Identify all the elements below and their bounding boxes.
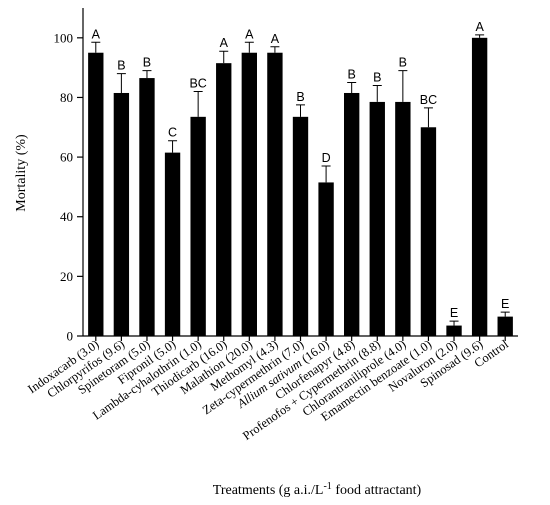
category-labels: Indoxacarb (3.0)Chlorpyrifos (9.6)Spinet… <box>25 337 511 443</box>
significance-letter: E <box>501 297 509 311</box>
bar <box>292 116 309 336</box>
bar <box>420 127 437 336</box>
bar <box>113 92 130 337</box>
x-axis-title: Treatments (g a.i./L-1 food attractant) <box>213 481 422 499</box>
y-tick-label: 60 <box>60 150 73 165</box>
y-axis: 0 20 40 60 80 100 <box>54 8 84 344</box>
error-bar <box>142 70 152 79</box>
significance-letter: B <box>117 59 125 73</box>
significance-letter: BC <box>189 76 206 90</box>
x-axis-title-superscript: -1 <box>323 481 331 492</box>
error-bar <box>270 46 280 53</box>
bar <box>318 182 334 336</box>
y-tick-label: 80 <box>60 90 73 105</box>
x-axis-title-prefix: Treatments (g a.i./L <box>213 483 324 498</box>
significance-letter: C <box>168 126 177 140</box>
bar <box>164 152 181 336</box>
bar <box>139 78 155 336</box>
error-bar <box>475 34 485 38</box>
error-bar <box>398 70 408 102</box>
x-axis-title-suffix: food attractant) <box>332 483 422 498</box>
significance-letter: B <box>373 71 381 85</box>
error-bars <box>91 34 510 326</box>
bar <box>241 52 257 337</box>
bar <box>395 101 411 336</box>
bar <box>471 37 488 337</box>
bar <box>267 52 283 337</box>
y-tick-label: 20 <box>60 269 73 284</box>
y-tick-label: 100 <box>54 30 74 45</box>
y-tick-label: 0 <box>67 329 74 344</box>
error-bar <box>321 165 331 183</box>
significance-letter: B <box>143 56 151 70</box>
bar <box>369 101 385 336</box>
bar <box>497 316 513 336</box>
error-bar <box>423 107 433 128</box>
bar <box>446 325 462 336</box>
error-bar <box>219 50 229 64</box>
x-axis <box>83 335 518 341</box>
bar <box>88 52 104 337</box>
significance-letter: D <box>322 151 331 165</box>
significance-letter: A <box>220 36 229 50</box>
significance-letter: A <box>271 32 280 46</box>
error-bar <box>347 82 357 93</box>
y-axis-title: Mortality (%) <box>14 134 29 212</box>
error-bar <box>372 85 382 102</box>
error-bar <box>116 73 126 93</box>
error-bar <box>193 90 203 117</box>
significance-letter: B <box>348 68 356 82</box>
significance-letter: B <box>296 90 304 104</box>
error-bar <box>449 320 459 326</box>
significance-letter: E <box>450 306 458 320</box>
significance-letter: A <box>475 20 484 34</box>
error-bar <box>500 311 510 317</box>
bar <box>216 63 232 336</box>
significance-letter: B <box>399 56 407 70</box>
y-tick-label: 40 <box>60 209 73 224</box>
significance-letter: BC <box>420 93 437 107</box>
error-bar <box>244 41 254 53</box>
bar <box>190 116 206 336</box>
bars <box>88 37 513 337</box>
significance-letter: A <box>92 27 101 41</box>
error-bar <box>296 104 305 117</box>
significance-letter: A <box>245 27 254 41</box>
bar <box>344 92 360 337</box>
error-bar <box>168 140 178 153</box>
error-bar <box>91 41 101 53</box>
